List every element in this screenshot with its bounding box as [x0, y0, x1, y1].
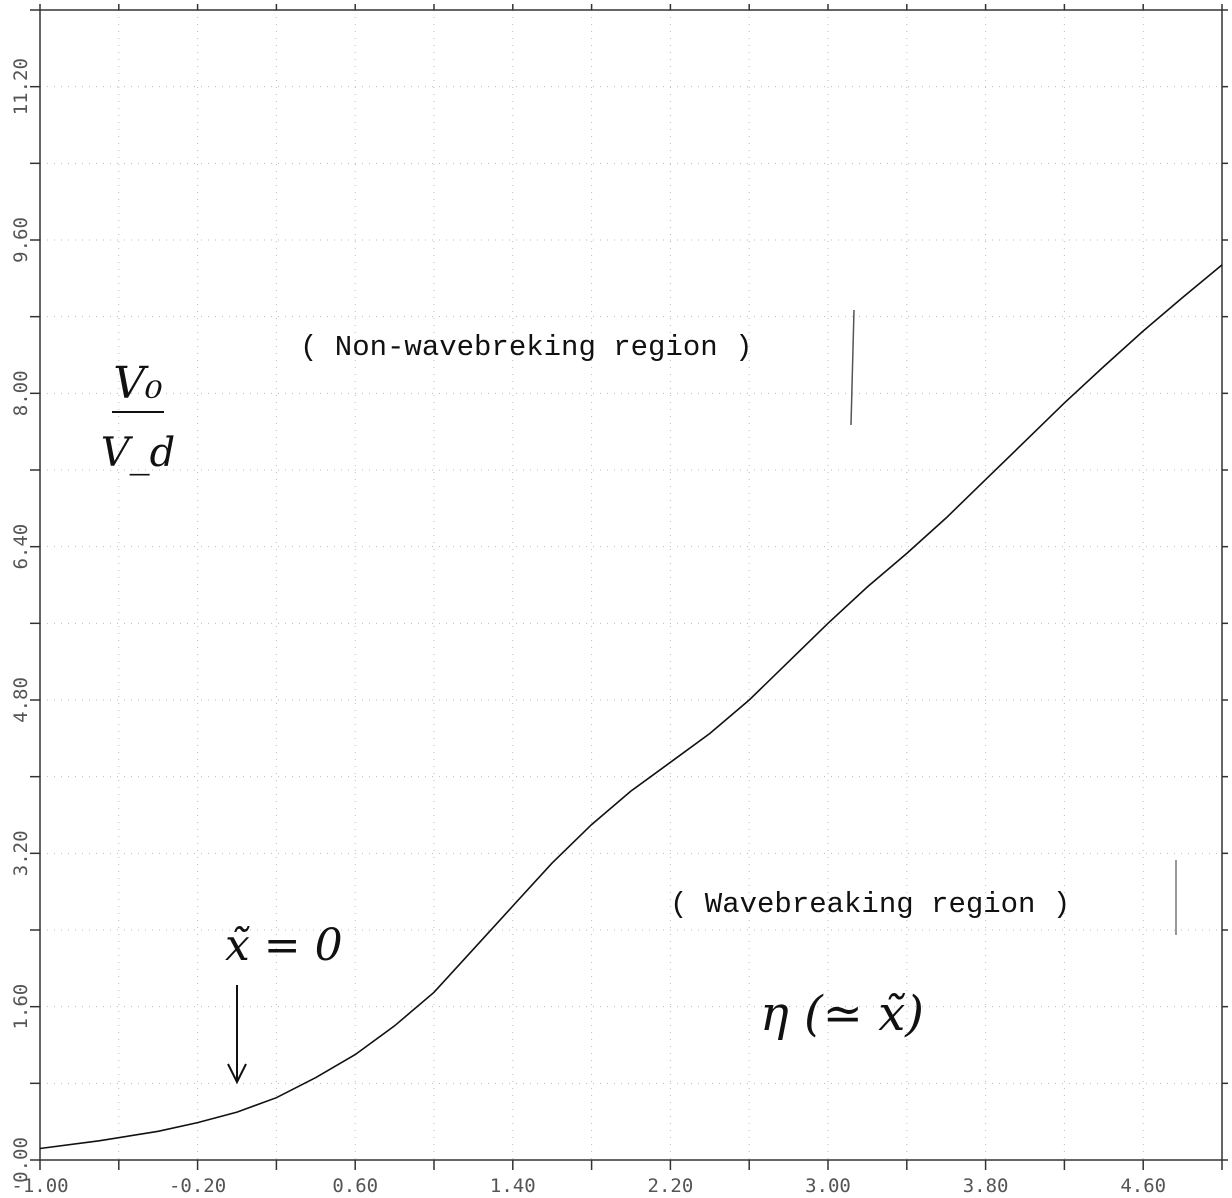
annotation-non-wavebreaking: ( Non-wavebreking region ) — [300, 331, 752, 364]
plot-frame — [39, 9, 1223, 1161]
y-tick-label: 4.80 — [10, 677, 32, 723]
y-tick-label: 1.60 — [10, 984, 32, 1030]
y-tick-label: 9.60 — [10, 217, 32, 263]
grid — [40, 10, 1222, 1160]
y-tick-label: 11.20 — [10, 58, 32, 115]
x-tick-label: 4.60 — [1120, 1175, 1166, 1197]
axes — [39, 9, 1223, 1161]
x-axis-tick-labels: -1.00 -0.20 0.60 1.40 2.20 3.00 3.80 4.60 — [11, 1175, 1166, 1197]
x-tick-label: 2.20 — [648, 1175, 694, 1197]
y-tick-label: 0.00 — [10, 1137, 32, 1183]
x-tick-label: 3.00 — [805, 1175, 851, 1197]
x-tick-label: 3.80 — [963, 1175, 1009, 1197]
x-zero-arrow — [227, 985, 247, 1085]
annotation-wavebreaking: ( Wavebreaking region ) — [670, 888, 1070, 921]
y-axis-label: V₀ V_d — [101, 358, 176, 476]
y-axis-ticks — [30, 9, 1228, 1161]
y-axis-label-numerator: V₀ — [113, 358, 163, 409]
y-axis-label-denominator: V_d — [101, 430, 176, 476]
x-tick-label: -0.20 — [169, 1175, 226, 1197]
x-zero-arrow-head — [227, 1063, 247, 1085]
y-tick-label: 8.00 — [10, 370, 32, 416]
series-line — [39, 264, 1223, 1150]
annotation-mark-upper — [850, 309, 855, 426]
y-tick-label: 6.40 — [10, 524, 32, 570]
y-axis-tick-labels: 0.00 1.60 3.20 4.80 6.40 8.00 9.60 11.20 — [10, 58, 32, 1183]
x-tick-label: -1.00 — [11, 1175, 68, 1197]
annotation-x-zero: x̃ = 0 — [225, 920, 343, 971]
y-tick-label: 3.20 — [10, 830, 32, 876]
x-axis-label: η (≃ x̃) — [760, 986, 924, 1042]
x-tick-label: 1.40 — [490, 1175, 536, 1197]
x-tick-label: 0.60 — [332, 1175, 378, 1197]
x-axis-ticks — [39, 4, 1223, 1170]
series — [39, 264, 1223, 1150]
